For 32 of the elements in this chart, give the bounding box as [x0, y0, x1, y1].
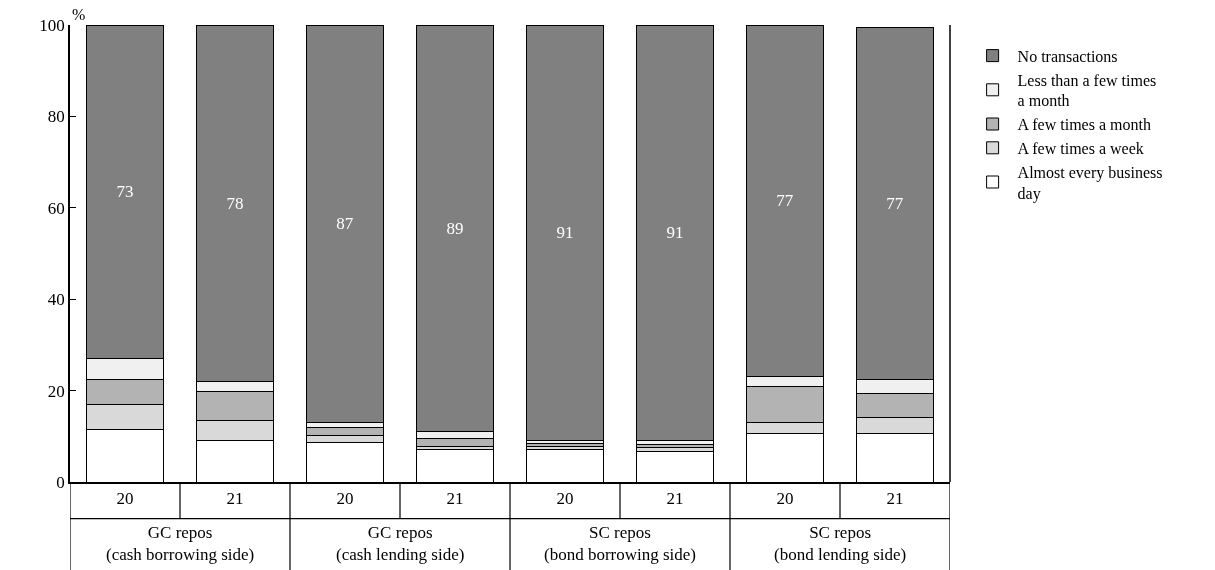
- data-label: 77: [776, 191, 794, 211]
- text: SC repos (bond lending side): [774, 523, 907, 565]
- y-tick-label: 100: [39, 15, 65, 35]
- x-tick-label: 20: [116, 489, 134, 509]
- text: GC repos (cash lending side): [336, 523, 465, 565]
- y-tick-label: 20: [47, 381, 65, 401]
- legend-label: No transactions: [1017, 47, 1118, 65]
- x-tick-label: 21: [446, 489, 464, 509]
- y-tick-label: 40: [47, 290, 65, 310]
- text: SC repos (bond borrowing side): [544, 523, 697, 565]
- data-label: 78: [226, 193, 244, 213]
- legend-label: Almost every business day: [1017, 163, 1163, 203]
- legend-label: A few times a month: [1017, 116, 1151, 134]
- data-label: 91: [556, 223, 574, 243]
- text: GC repos (cash borrowing side): [106, 523, 255, 565]
- data-label: 89: [446, 218, 464, 238]
- x-tick-label: 20: [776, 489, 794, 509]
- y-tick-label: 60: [47, 198, 65, 218]
- y-tick-label: 0: [56, 472, 65, 492]
- data-label: 87: [336, 214, 354, 234]
- data-label: 73: [116, 182, 134, 202]
- x-tick-label: 21: [886, 489, 904, 509]
- x-tick-label: 20: [556, 489, 574, 509]
- x-tick-label: 20: [336, 489, 354, 509]
- x-tick-label: 21: [666, 489, 684, 509]
- y-axis-title: %: [72, 6, 86, 23]
- data-label: 77: [886, 193, 904, 213]
- legend-label: A few times a week: [1017, 140, 1144, 158]
- y-tick-label: 80: [47, 107, 65, 127]
- data-label: 91: [666, 223, 684, 243]
- legend-label: Less than a few times a month: [1017, 71, 1157, 110]
- x-tick-label: 21: [226, 489, 244, 509]
